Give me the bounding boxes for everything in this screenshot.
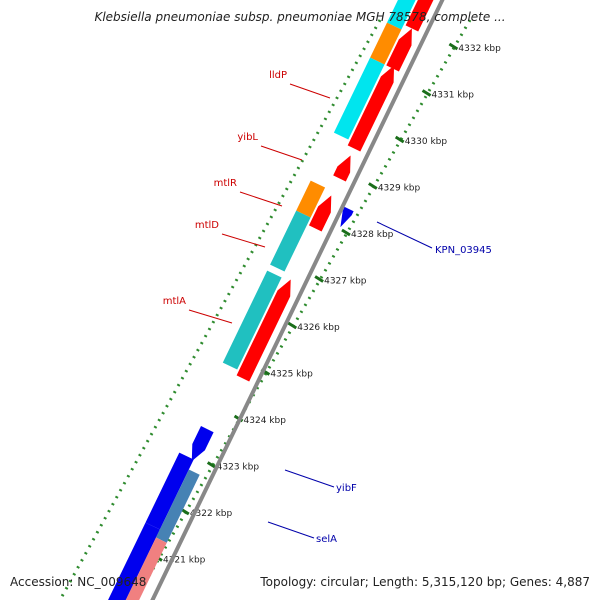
- gene-label-leader: [267, 521, 315, 539]
- tick-label: 4330 kbp: [405, 137, 448, 147]
- reverse-gene-arrow: [191, 426, 214, 462]
- tick-label: 4326 kbp: [297, 323, 340, 333]
- tick-label: 4323 kbp: [217, 463, 260, 473]
- tick-mark: [448, 42, 459, 51]
- tick-mark: [314, 275, 324, 283]
- gene-label-leader: [221, 233, 266, 248]
- cog-block-cyan: [333, 57, 385, 140]
- gene-label: lldP: [269, 70, 287, 81]
- tick-mark: [394, 135, 405, 144]
- gene-label: mtlD: [195, 220, 219, 231]
- gene-labels: lldP yibL mtlR mtlD mtlA KPN_03945 yibF selA: [163, 70, 492, 545]
- outer-dotted-line: [58, 19, 382, 600]
- tick-ring: 4332 kbp 4331 kbp 4330 kbp 4329 kbp 4328 kbp…: [58, 19, 501, 600]
- genome-backbone: [150, 0, 445, 600]
- tick-label: 4329 kbp: [378, 184, 421, 194]
- accession-text: Accession: NC_009648: [10, 575, 147, 589]
- gene-label-leader: [239, 191, 283, 207]
- tick-label: 4331 kbp: [432, 91, 475, 101]
- gene-label-leader: [289, 83, 331, 99]
- forward-gene-arrow: [386, 28, 412, 72]
- gene-label-leader: [284, 469, 335, 488]
- tick-label: 4327 kbp: [324, 277, 367, 287]
- cog-block-teal: [270, 210, 311, 272]
- gene-label: mtlA: [163, 296, 186, 307]
- tick-label: 4322 kbp: [190, 509, 233, 519]
- map-title: Klebsiella pneumoniae subsp. pneumoniae …: [94, 10, 506, 24]
- genome-summary-text: Topology: circular; Length: 5,315,120 bp…: [260, 575, 590, 589]
- gene-label: selA: [316, 534, 337, 545]
- forward-gene-arrow: [309, 195, 332, 232]
- gene-label: yibL: [237, 132, 258, 143]
- tick-label: 4324 kbp: [244, 416, 287, 426]
- gene-label-leader: [188, 309, 233, 324]
- tick-label: 4325 kbp: [270, 370, 313, 380]
- gene-label: KPN_03945: [435, 245, 492, 256]
- gene-label: mtlR: [214, 178, 237, 189]
- forward-gene-arrow: [405, 0, 434, 32]
- tick-mark: [206, 461, 217, 469]
- cog-block-orange: [296, 180, 326, 218]
- tick-mark: [421, 89, 432, 97]
- tick-label: 4332 kbp: [458, 44, 501, 54]
- cog-block-orange: [370, 22, 402, 65]
- cog-block-pink: [125, 537, 167, 600]
- tick-mark: [368, 182, 378, 190]
- gene-label-leader: [376, 221, 433, 249]
- tick-mark: [341, 228, 351, 237]
- cog-block-teal: [222, 270, 282, 370]
- tick-mark: [287, 321, 298, 330]
- feature-tracks: [108, 0, 434, 600]
- forward-gene-arrow: [236, 279, 291, 382]
- cog-block-blue: [145, 452, 194, 530]
- forward-gene-arrow: [347, 65, 395, 152]
- tick-label: 4328 kbp: [351, 230, 394, 240]
- gene-label-leader: [260, 145, 303, 161]
- cog-block-blue: [108, 522, 160, 600]
- gene-label: yibF: [336, 483, 357, 494]
- forward-gene-arrow: [333, 155, 351, 182]
- cog-block-steelblue: [156, 469, 200, 543]
- cog-block-cyan: [387, 0, 416, 30]
- reverse-gene-arrow: [340, 206, 354, 228]
- tick-label: 4321 kbp: [163, 556, 206, 566]
